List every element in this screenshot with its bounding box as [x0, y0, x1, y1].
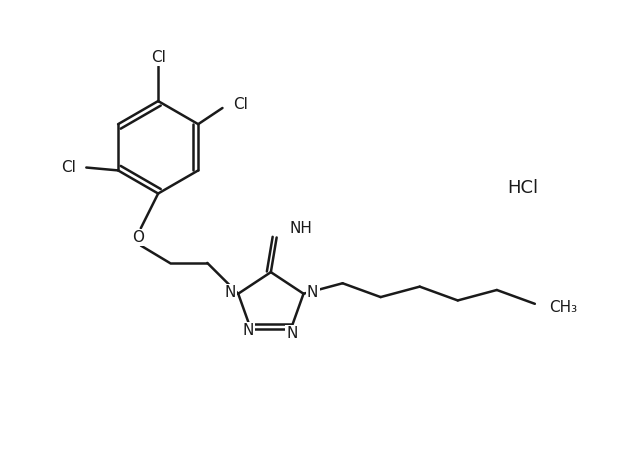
Text: N: N — [225, 285, 236, 300]
Text: O: O — [132, 230, 144, 245]
Text: N: N — [287, 326, 298, 341]
Text: Cl: Cl — [233, 97, 248, 112]
Text: N: N — [307, 285, 318, 300]
Text: N: N — [243, 323, 254, 338]
Text: HCl: HCl — [507, 179, 538, 197]
Text: Cl: Cl — [61, 160, 76, 175]
Text: NH: NH — [289, 221, 312, 236]
Text: CH₃: CH₃ — [549, 300, 577, 315]
Text: Cl: Cl — [150, 50, 166, 65]
